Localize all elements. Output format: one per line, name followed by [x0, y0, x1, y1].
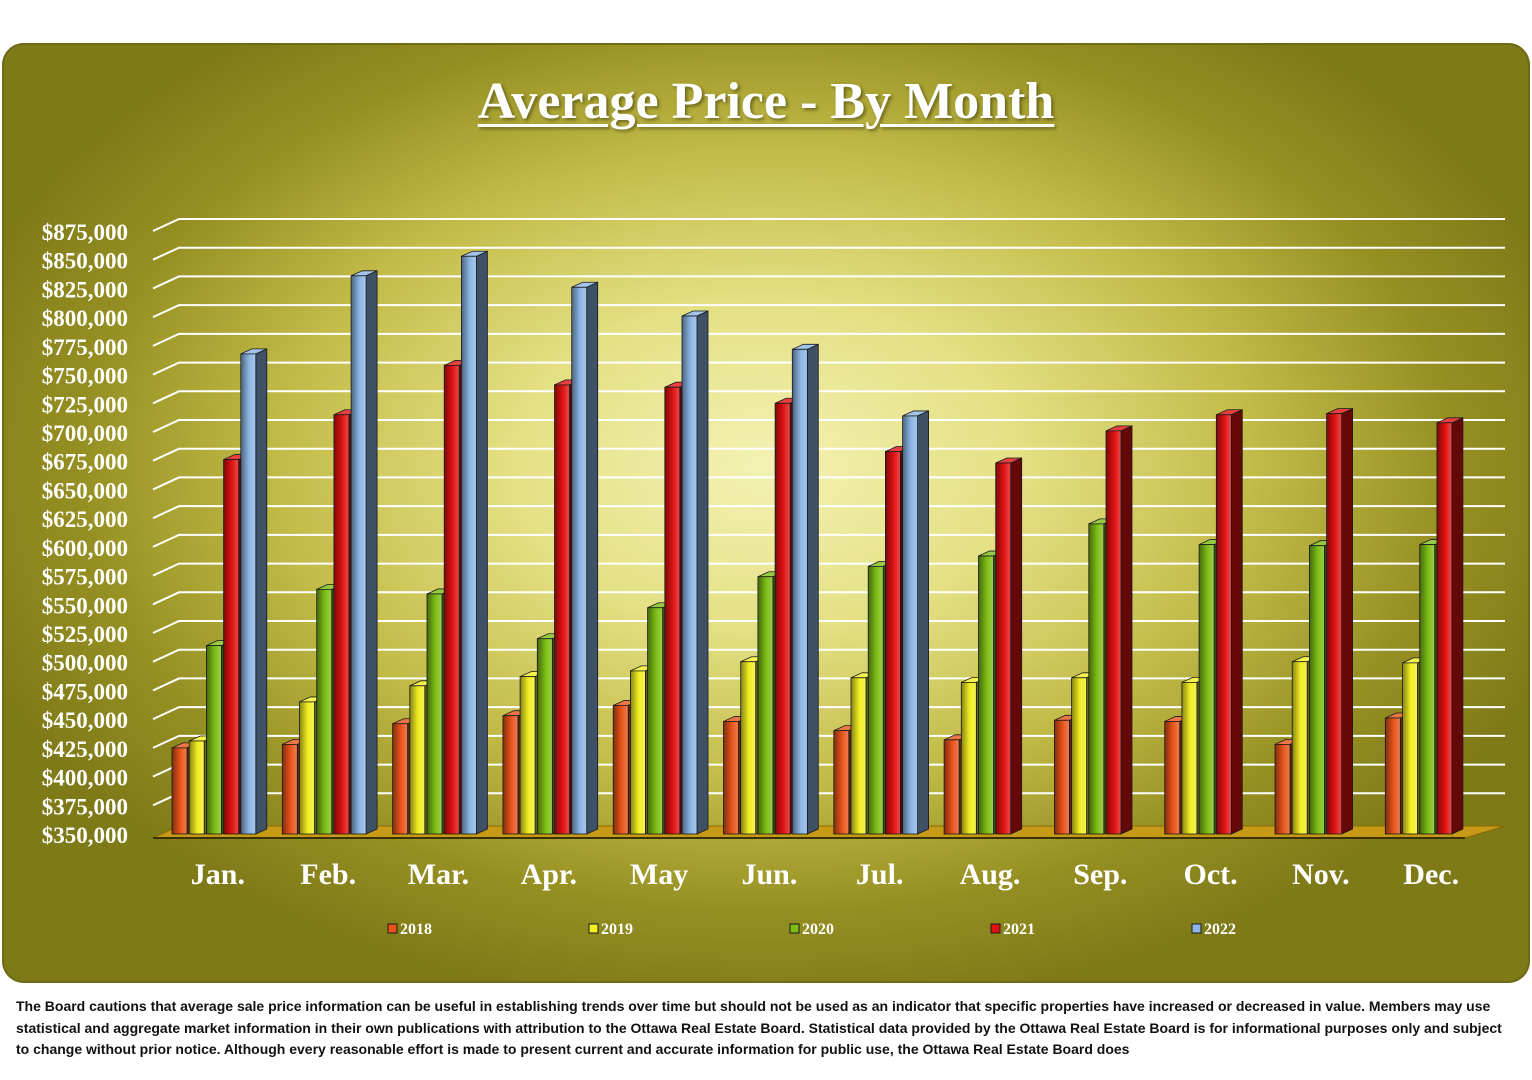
grid-line: [152, 591, 1505, 606]
x-tick-label: Apr.: [521, 858, 577, 891]
grid-line: [152, 677, 1505, 692]
y-tick-label: $450,000: [42, 708, 128, 733]
legend-label: 2021: [1003, 921, 1035, 938]
bar-2022-jul: [902, 410, 929, 835]
bar-2022-apr: [571, 281, 599, 835]
bar-2021-nov: [1326, 408, 1353, 835]
bar-2022-feb: [350, 270, 378, 835]
y-tick-label: $875,000: [42, 220, 128, 245]
x-tick-label: Jan.: [191, 858, 245, 891]
legend-swatch: [1191, 923, 1202, 934]
legend-swatch: [387, 923, 398, 934]
grid-line: [152, 304, 1505, 319]
y-tick-label: $500,000: [42, 651, 128, 676]
legend-label: 2020: [802, 921, 834, 938]
legend-item-2019: 2019: [588, 921, 633, 938]
bar-2021-dec: [1436, 417, 1464, 835]
bar-2022-jun: [791, 343, 819, 835]
y-tick-label: $600,000: [42, 536, 128, 561]
bar-2021-sep: [1105, 425, 1133, 835]
grid-line: [152, 361, 1505, 376]
legend-item-2020: 2020: [789, 921, 834, 938]
legend: 2018 2019 2020 2021 2022: [387, 921, 1236, 938]
y-tick-label: $825,000: [42, 277, 128, 302]
y-tick-label: $425,000: [42, 737, 128, 762]
grid-line: [152, 246, 1505, 261]
y-tick-label: $750,000: [42, 364, 128, 389]
y-tick-label: $850,000: [42, 249, 128, 274]
legend-swatch: [789, 923, 800, 934]
bar-2021-aug: [995, 457, 1023, 835]
bars: [171, 250, 1464, 835]
x-tick-label: May: [630, 858, 688, 891]
x-tick-label: Oct.: [1184, 858, 1238, 891]
x-tick-label: Jun.: [741, 858, 797, 891]
x-tick-label: Feb.: [300, 858, 356, 891]
legend-item-2018: 2018: [387, 921, 432, 938]
x-axis-tick-labels: Jan. Feb. Mar. Apr. May Jun. Jul. Aug. Sep. Oct. N…: [191, 858, 1459, 891]
x-tick-label: Nov.: [1292, 858, 1350, 891]
y-tick-label: $700,000: [42, 421, 128, 446]
bar-2022-may: [681, 310, 709, 835]
y-tick-label: $675,000: [42, 450, 128, 475]
y-axis-tick-labels: $350,000 $375,000 $400,000 $425,000 $450,000…: [42, 220, 128, 848]
grid-line: [152, 706, 1505, 721]
grid-line: [152, 332, 1505, 347]
chart-title: Average Price - By Month: [477, 73, 1055, 130]
legend-swatch: [990, 923, 1001, 934]
bar-2021-oct: [1215, 409, 1243, 835]
legend-item-2022: 2022: [1191, 921, 1236, 938]
legend-label: 2019: [601, 921, 633, 938]
x-tick-label: Dec.: [1403, 858, 1459, 891]
y-tick-label: $625,000: [42, 507, 128, 532]
y-tick-label: $475,000: [42, 679, 128, 704]
grid-line: [152, 648, 1505, 663]
legend-swatch: [588, 923, 599, 934]
grid-line: [152, 447, 1505, 462]
bar-2022-jan: [240, 348, 268, 835]
legend-item-2021: 2021: [990, 921, 1035, 938]
y-tick-label: $725,000: [42, 392, 128, 417]
x-tick-label: Jul.: [856, 858, 904, 891]
grid-line: [152, 562, 1505, 577]
disclaimer-text: The Board cautions that average sale pri…: [16, 998, 1502, 1057]
bar-2022-mar: [460, 250, 488, 835]
grid-line: [152, 476, 1505, 491]
grid-line: [152, 419, 1505, 433]
y-tick-label: $775,000: [42, 335, 128, 360]
x-tick-label: Mar.: [408, 858, 469, 891]
legend-label: 2018: [400, 921, 432, 938]
x-tick-label: Sep.: [1073, 858, 1127, 891]
legend-label: 2022: [1204, 921, 1236, 938]
grid-line: [152, 390, 1505, 405]
y-tick-label: $525,000: [42, 622, 128, 647]
y-tick-label: $550,000: [42, 593, 128, 618]
y-tick-label: $575,000: [42, 565, 128, 590]
grid-line: [152, 505, 1505, 520]
y-tick-label: $375,000: [42, 794, 128, 819]
y-tick-label: $800,000: [42, 306, 128, 331]
grid-line: [152, 275, 1505, 290]
grid-line: [152, 218, 1505, 232]
y-tick-label: $400,000: [42, 766, 128, 791]
y-tick-label: $350,000: [42, 823, 128, 848]
grid-line: [152, 620, 1505, 634]
grid-line: [152, 533, 1505, 548]
y-tick-label: $650,000: [42, 478, 128, 503]
x-tick-label: Aug.: [960, 858, 1021, 891]
grid-lines: [152, 218, 1505, 807]
